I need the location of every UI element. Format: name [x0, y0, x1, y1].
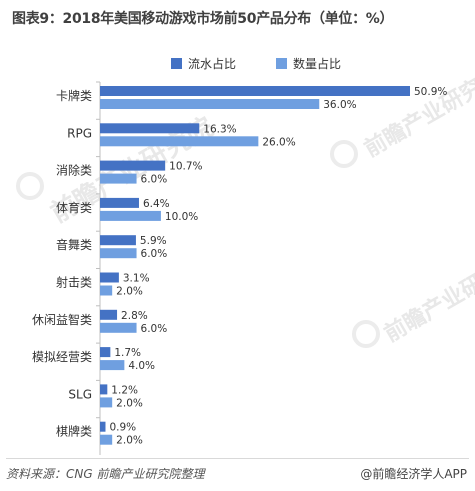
- category-label: 音舞类: [56, 237, 92, 252]
- bar-revenue: [100, 384, 108, 395]
- bar-revenue: [100, 235, 136, 246]
- bar-downloads: [100, 360, 125, 371]
- category-label: 模拟经营类: [32, 350, 92, 364]
- data-label: 1.7%: [114, 347, 141, 359]
- bar-downloads: [100, 285, 113, 296]
- data-label: 36.0%: [323, 99, 356, 111]
- bar-downloads: [100, 397, 113, 408]
- bar-revenue: [100, 347, 111, 358]
- category-label: 消除类: [56, 163, 92, 178]
- legend-swatch-revenue: [171, 58, 182, 69]
- source-note: 资料来源：CNG 前瞻产业研究院整理: [6, 467, 205, 481]
- data-label: 6.0%: [141, 323, 168, 335]
- category-label: 棋牌类: [56, 425, 92, 439]
- bar-revenue: [100, 160, 166, 171]
- bar-downloads: [100, 173, 137, 184]
- legend-swatch-downloads: [276, 58, 288, 69]
- category-label: 射击类: [56, 275, 92, 290]
- category-label: 体育类: [56, 200, 92, 215]
- legend-label-downloads: 数量占比: [293, 57, 342, 71]
- bar-downloads: [100, 322, 137, 333]
- category-label: SLG: [68, 387, 92, 401]
- data-label: 10.7%: [169, 161, 202, 173]
- watermark-logo-icon: [330, 140, 358, 168]
- data-label: 6.0%: [141, 174, 168, 186]
- bar-downloads: [100, 136, 259, 147]
- data-label: 3.1%: [123, 273, 150, 285]
- data-label: 26.0%: [262, 136, 295, 148]
- watermark-logo-icon: [16, 172, 44, 200]
- data-label: 5.9%: [140, 235, 167, 247]
- data-label: 2.8%: [121, 310, 148, 322]
- data-label: 6.4%: [143, 198, 170, 210]
- watermark-logo-icon: [352, 320, 380, 348]
- category-label: RPG: [67, 126, 92, 140]
- data-label: 6.0%: [141, 248, 168, 260]
- bar-revenue: [100, 309, 118, 320]
- credit-note: @前瞻经济学人APP: [360, 467, 467, 481]
- legend-item-revenue: 流水占比: [171, 55, 236, 72]
- data-label: 16.3%: [203, 123, 236, 135]
- bar-downloads: [100, 99, 320, 109]
- bar-downloads: [100, 434, 113, 445]
- data-label: 4.0%: [128, 360, 155, 372]
- bar-revenue: [100, 421, 106, 432]
- chart-title: 图表9：2018年美国移动游戏市场前50产品分布（单位：%）: [12, 11, 394, 27]
- category-label: 休闲益智类: [32, 312, 92, 327]
- category-label: 卡牌类: [56, 89, 92, 103]
- data-label: 2.0%: [116, 397, 143, 409]
- bar-revenue: [100, 123, 200, 134]
- bar-revenue: [100, 86, 410, 96]
- data-label: 2.0%: [116, 435, 143, 447]
- bar-revenue: [100, 197, 139, 208]
- bar-revenue: [100, 272, 119, 283]
- data-label: 50.9%: [414, 86, 447, 98]
- data-label: 0.9%: [109, 422, 136, 434]
- data-label: 1.2%: [111, 384, 138, 396]
- data-label: 2.0%: [116, 286, 143, 298]
- footer-divider: [6, 458, 469, 459]
- legend-item-downloads: 数量占比: [276, 55, 341, 72]
- data-label: 10.0%: [165, 211, 198, 223]
- legend-label-revenue: 流水占比: [188, 57, 237, 71]
- bar-downloads: [100, 248, 137, 259]
- legend: 流水占比 数量占比: [171, 55, 341, 72]
- bar-downloads: [100, 210, 161, 221]
